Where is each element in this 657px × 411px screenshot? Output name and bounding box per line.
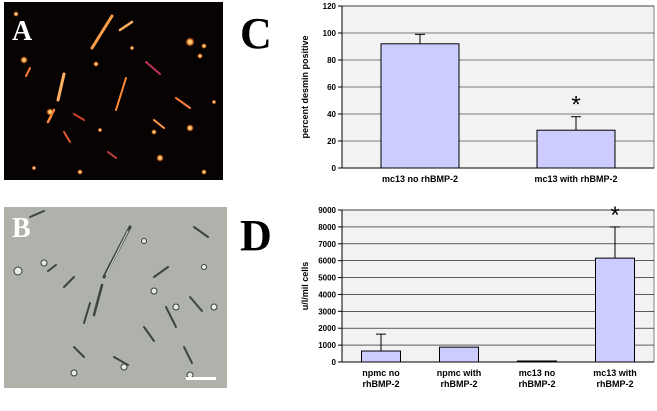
bar: [361, 350, 401, 363]
x-category-label: rhBMP-2: [362, 379, 399, 389]
panel-label-a: A: [12, 16, 33, 47]
bar: [439, 346, 479, 363]
y-tick-label: 60: [327, 83, 336, 92]
y-tick-label: 1000: [318, 341, 336, 350]
significance-marker: *: [610, 202, 619, 229]
bar-chart-d: D 0 1000 2000 3000 4000 5000 6000 7000 8000 9000 n…: [240, 202, 655, 389]
y-tick-label: 4000: [318, 290, 336, 299]
bar: [380, 43, 460, 169]
panel-label-d: D: [240, 211, 272, 260]
x-category-label: mc13 with: [593, 368, 637, 378]
y-tick-label: 120: [323, 2, 337, 11]
x-category-label: rhBMP-2: [596, 379, 633, 389]
bar: [536, 129, 616, 169]
y-tick-label: 6000: [318, 257, 336, 266]
x-category-label: rhBMP-2: [440, 379, 477, 389]
y-tick-label: 5000: [318, 274, 336, 283]
x-category-label: mc13 no rhBMP-2: [382, 174, 458, 184]
bar: [517, 360, 557, 363]
y-tick-label: 80: [327, 56, 336, 65]
y-tick-label: 3000: [318, 307, 336, 316]
phase-contrast-micrograph-b: B: [4, 207, 227, 388]
x-category-label: npmc with: [437, 368, 482, 378]
y-tick-label: 100: [323, 29, 337, 38]
bar: [595, 257, 635, 363]
y-tick-label: 40: [327, 110, 336, 119]
y-tick-label: 9000: [318, 206, 336, 215]
panel-label-c: C: [240, 9, 272, 58]
scale-bar: [186, 377, 216, 380]
y-tick-label: 0: [332, 358, 337, 367]
significance-marker: *: [571, 92, 580, 119]
y-tick-label: 2000: [318, 324, 336, 333]
x-category-label: mc13 no: [519, 368, 556, 378]
y-tick-label: 0: [332, 164, 337, 173]
y-tick-label: 7000: [318, 240, 336, 249]
x-category-label: rhBMP-2: [518, 379, 555, 389]
bar-chart-c: C 0 20 40 60 80 100 120 mc13 no rhBMP-2 * mc13 wi…: [240, 2, 655, 184]
y-tick-label: 8000: [318, 223, 336, 232]
y-axis-title: u/l/mil cells: [300, 262, 310, 311]
x-category-label: mc13 with rhBMP-2: [534, 174, 617, 184]
y-tick-label: 20: [327, 137, 336, 146]
x-category-label: npmc no: [362, 368, 400, 378]
y-axis-title: percent desmin positive: [300, 35, 310, 138]
fluorescence-micrograph-a: A: [4, 2, 223, 180]
panel-label-b: B: [12, 213, 31, 244]
